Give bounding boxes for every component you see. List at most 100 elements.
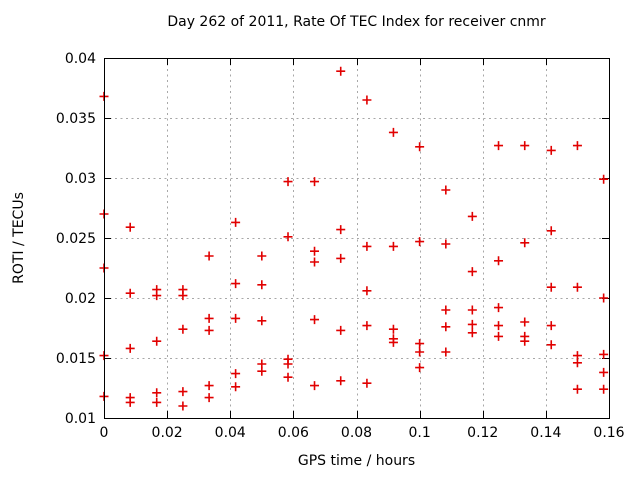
grid-lines: [104, 58, 609, 418]
y-tick-label: 0.01: [65, 411, 96, 427]
data-point-marker: [572, 141, 582, 151]
plot-border: [104, 58, 610, 419]
y-tick-label: 0.03: [65, 171, 96, 187]
data-point-marker: [546, 282, 556, 292]
data-point-marker: [599, 384, 609, 394]
data-point-marker: [546, 321, 556, 331]
data-point-marker: [310, 177, 320, 187]
data-point-marker: [520, 317, 530, 327]
chart-title: Day 262 of 2011, Rate Of TEC Index for r…: [167, 14, 546, 30]
data-point-marker: [362, 241, 372, 251]
data-point-marker: [125, 397, 135, 407]
data-point-marker: [257, 251, 267, 261]
data-point-marker: [283, 177, 293, 187]
data-point-marker: [283, 359, 293, 369]
data-point-marker: [441, 322, 451, 332]
data-point-marker: [415, 339, 425, 349]
data-point-marker: [231, 313, 241, 323]
data-point-marker: [388, 324, 398, 334]
data-point-marker: [599, 293, 609, 303]
data-points: [99, 66, 609, 411]
data-point-marker: [441, 185, 451, 195]
data-point-marker: [415, 237, 425, 247]
data-point-marker: [125, 288, 135, 298]
data-point-marker: [231, 217, 241, 227]
data-point-marker: [546, 145, 556, 155]
data-point-marker: [336, 225, 346, 235]
data-point-marker: [467, 305, 477, 315]
data-point-marker: [152, 336, 162, 346]
data-point-marker: [178, 324, 188, 334]
data-point-marker: [415, 142, 425, 152]
data-point-marker: [362, 321, 372, 331]
y-tick-label: 0.025: [56, 231, 96, 247]
data-point-marker: [388, 337, 398, 347]
data-point-marker: [125, 343, 135, 353]
data-point-marker: [283, 372, 293, 382]
data-point-marker: [599, 349, 609, 359]
data-point-marker: [572, 384, 582, 394]
data-point-marker: [257, 280, 267, 290]
data-point-marker: [204, 313, 214, 323]
data-point-marker: [494, 321, 504, 331]
data-point-marker: [467, 211, 477, 221]
data-point-marker: [178, 387, 188, 397]
data-point-marker: [546, 340, 556, 350]
data-point-marker: [467, 328, 477, 338]
data-point-marker: [546, 226, 556, 236]
data-point-marker: [362, 378, 372, 388]
data-point-marker: [362, 95, 372, 105]
data-point-marker: [178, 291, 188, 301]
data-point-marker: [388, 127, 398, 137]
x-tick-label: 0.16: [593, 425, 624, 441]
data-point-marker: [520, 238, 530, 248]
x-axis-label: GPS time / hours: [297, 453, 416, 469]
data-point-marker: [388, 241, 398, 251]
data-point-marker: [441, 347, 451, 357]
data-point-marker: [441, 305, 451, 315]
data-point-marker: [204, 325, 214, 335]
data-point-marker: [257, 366, 267, 376]
data-point-marker: [310, 257, 320, 267]
y-tick-label: 0.02: [65, 291, 96, 307]
data-point-marker: [231, 279, 241, 289]
x-tick-label: 0.06: [278, 425, 309, 441]
data-point-marker: [336, 376, 346, 386]
data-point-marker: [310, 315, 320, 325]
data-point-marker: [310, 246, 320, 256]
y-tick-label: 0.015: [56, 351, 96, 367]
data-point-marker: [178, 401, 188, 411]
data-point-marker: [520, 141, 530, 151]
y-tick-label: 0.04: [65, 51, 96, 67]
data-point-marker: [599, 367, 609, 377]
data-point-marker: [494, 331, 504, 341]
x-tick-label: 0.02: [152, 425, 183, 441]
data-point-marker: [467, 267, 477, 277]
data-point-marker: [415, 347, 425, 357]
tick-labels: 0.01 0.015 0.02 0.025 0.03 0.035 0.04 0 0.02 0.04…: [56, 51, 625, 441]
data-point-marker: [494, 256, 504, 266]
data-point-marker: [310, 381, 320, 391]
data-point-marker: [362, 286, 372, 296]
data-point-marker: [336, 325, 346, 335]
data-point-marker: [283, 232, 293, 242]
data-point-marker: [204, 393, 214, 403]
x-tick-label: 0.08: [341, 425, 372, 441]
data-point-marker: [125, 222, 135, 232]
data-point-marker: [572, 358, 582, 368]
data-point-marker: [231, 369, 241, 379]
data-point-marker: [152, 388, 162, 398]
data-point-marker: [257, 316, 267, 326]
data-point-marker: [231, 382, 241, 392]
x-tick-label: 0: [100, 425, 109, 441]
x-tick-label: 0.1: [408, 425, 430, 441]
data-point-marker: [152, 397, 162, 407]
data-point-marker: [494, 303, 504, 313]
data-point-marker: [336, 66, 346, 76]
data-point-marker: [467, 319, 477, 329]
data-point-marker: [204, 381, 214, 391]
y-tick-label: 0.035: [56, 111, 96, 127]
x-tick-label: 0.14: [530, 425, 561, 441]
